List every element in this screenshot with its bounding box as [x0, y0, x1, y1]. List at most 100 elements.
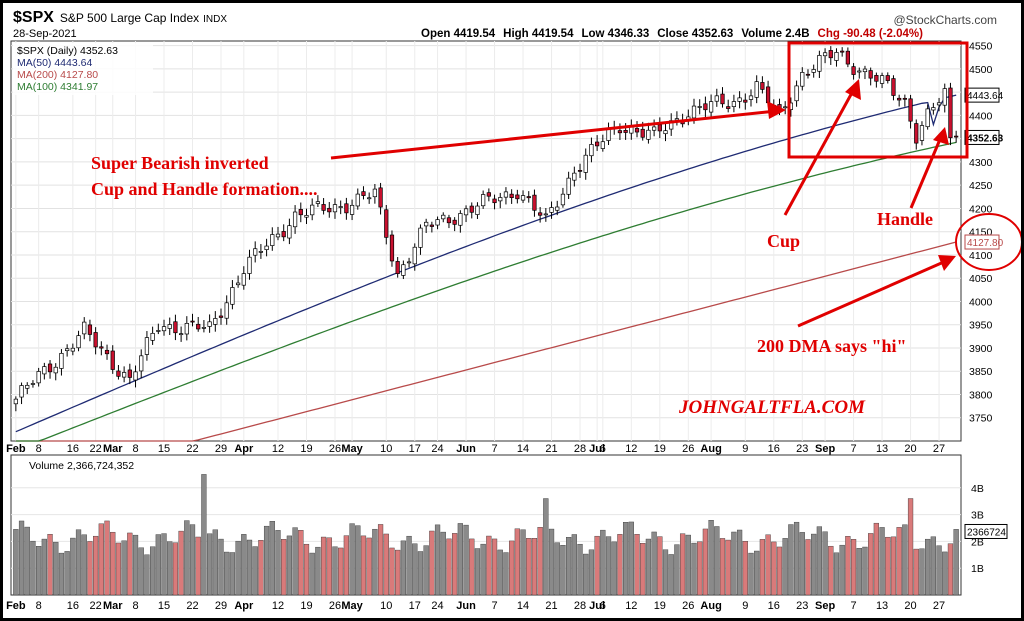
candle-body — [59, 352, 64, 369]
x-tick-label: 12 — [272, 443, 284, 455]
volume-bar — [434, 524, 441, 596]
volume-bar — [275, 530, 281, 596]
volume-bar — [229, 552, 236, 596]
candle-body — [412, 246, 417, 265]
x-tick-label: 29 — [215, 443, 227, 455]
candle-body — [566, 177, 571, 195]
volume-bar — [942, 551, 948, 596]
volume-bar — [406, 535, 412, 596]
low-value: Low 4346.33 — [581, 28, 650, 40]
volume-bar — [93, 535, 99, 596]
candle-body — [270, 234, 275, 246]
volume-bar — [497, 549, 503, 596]
x-tick-label: 23 — [796, 443, 808, 455]
x-axis: Feb 8 16 22 Mar 8 15 22 29 Apr 12 19 26 May 10 17 24 Jun 7… — [6, 443, 945, 455]
index-name: S&P 500 Large Cap Index — [59, 11, 200, 25]
candle-body — [902, 97, 907, 100]
volume-bar — [98, 523, 104, 596]
candle-body — [874, 75, 879, 82]
volume-bar — [172, 542, 179, 596]
candle-body — [720, 93, 725, 105]
volume-bar — [58, 552, 65, 596]
volume-bar — [816, 526, 823, 596]
candle-body — [241, 273, 246, 286]
volume-bar — [286, 535, 293, 596]
candle-body — [914, 123, 919, 144]
volume-bar — [714, 526, 720, 596]
volume-bar — [24, 526, 30, 596]
y-tick-label: 4500 — [969, 64, 993, 76]
candle-body — [879, 75, 885, 84]
candle-body — [555, 206, 560, 211]
volume-bar — [309, 552, 315, 596]
candle-body — [868, 70, 873, 79]
volume-bar — [423, 545, 429, 596]
candle-body — [133, 371, 138, 381]
candle-body — [298, 209, 303, 216]
volume-bar — [258, 540, 264, 596]
volume-x-axis: Feb 8 16 22 Mar 8 15 22 29 Apr 12 19 26 May 10 17 24 Jun 7… — [6, 600, 945, 612]
volume-bar — [269, 521, 275, 596]
legend-ma50: MA(50) 4443.64 — [17, 57, 92, 69]
candle-body — [919, 125, 925, 141]
candle-body — [139, 355, 144, 372]
exchange: INDX — [203, 14, 228, 25]
candle-body — [583, 154, 588, 173]
candle-body — [857, 70, 862, 73]
volume-bar — [201, 474, 207, 596]
candle-body — [104, 349, 110, 355]
candle-body — [161, 326, 167, 332]
high-value: High 4419.54 — [503, 28, 574, 40]
handle-arrow — [909, 136, 943, 209]
volume-tick-label: 3B — [971, 510, 984, 522]
x-tick-label: 7 — [851, 443, 857, 455]
candle-body — [344, 203, 349, 214]
candle-body — [30, 383, 36, 385]
candle-body — [93, 332, 98, 348]
candle-body — [651, 126, 657, 131]
volume-bar — [18, 520, 25, 596]
candle-body — [372, 188, 377, 198]
candle-body — [76, 335, 81, 349]
volume-bar — [566, 537, 572, 596]
volume-bar — [281, 539, 287, 596]
volume-legend: Volume 2,366,724,352 — [29, 460, 134, 472]
candle-body — [646, 129, 651, 140]
volume-x-tick-label: 10 — [380, 600, 392, 612]
candle-body — [65, 348, 70, 352]
x-tick-label: 27 — [933, 443, 945, 455]
volume-bars: 1B 2B 3B 4B 2366724 — [11, 474, 1008, 596]
candle-body — [469, 205, 474, 213]
volume-x-tick-label: 15 — [158, 600, 170, 612]
candle-body — [560, 193, 566, 206]
volume-bar — [469, 538, 475, 596]
volume-bar — [588, 549, 595, 596]
volume-bar — [81, 534, 87, 596]
x-tick-label: 13 — [876, 443, 888, 455]
volume-bar — [417, 551, 424, 596]
volume-bar — [104, 520, 110, 596]
volume-bar — [885, 536, 891, 596]
x-tick-label: Feb — [6, 443, 26, 455]
volume-x-tick-label: 9 — [742, 600, 748, 612]
candle-body — [167, 324, 172, 329]
volume-bar — [788, 524, 794, 596]
candle-body — [657, 124, 662, 132]
candle-body — [367, 197, 372, 200]
volume-bar — [355, 525, 361, 596]
candle-body — [509, 193, 514, 198]
candle-body — [691, 105, 697, 119]
volume-bar — [947, 543, 954, 596]
volume-bar — [771, 541, 777, 596]
candle-body — [361, 191, 366, 196]
legend-price: $SPX (Daily) 4352.63 — [17, 45, 118, 57]
volume-bar — [332, 546, 338, 596]
candle-body — [53, 366, 58, 374]
candle-body — [332, 204, 338, 213]
y-tick-label: 4000 — [969, 296, 993, 308]
volume-bar — [936, 545, 942, 596]
volume-bar — [554, 542, 560, 596]
chart-date: 28-Sep-2021 — [13, 28, 77, 40]
candle-body — [122, 372, 127, 378]
